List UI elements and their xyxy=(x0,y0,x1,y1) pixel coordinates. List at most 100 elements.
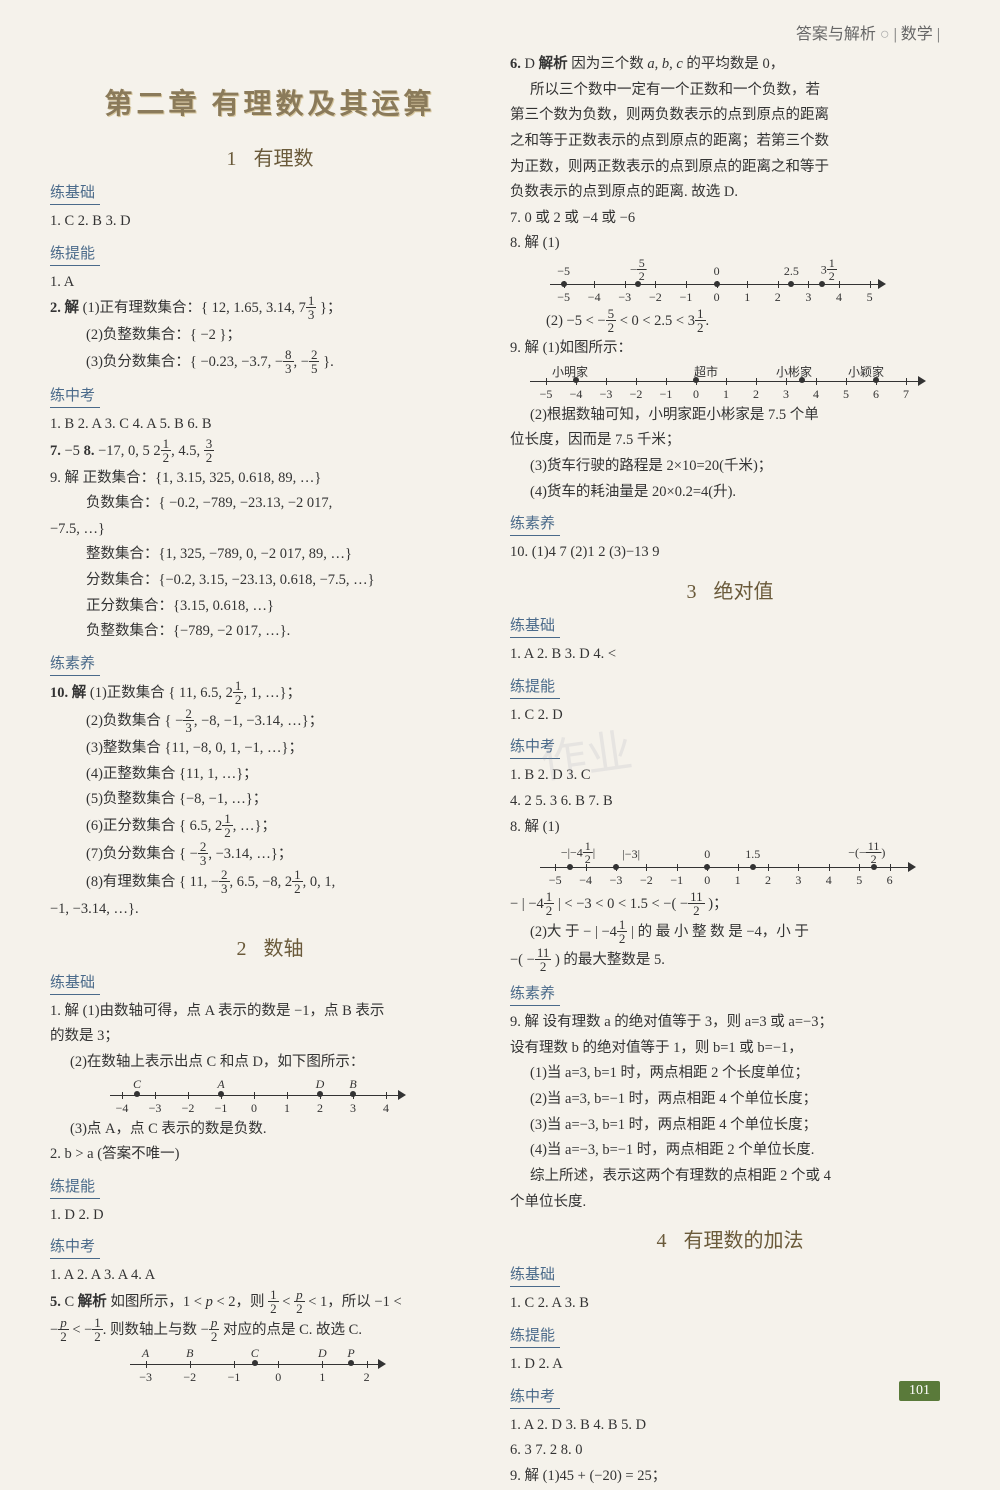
line: 1. A 2. D 3. B 4. B 5. D xyxy=(510,1413,950,1438)
line: 设有理数 b 的绝对值等于 1，则 b=1 或 b=−1， xyxy=(510,1036,950,1061)
section-3-name: 绝对值 xyxy=(714,581,774,603)
line: (2) −5 < −52 < 0 < 2.5 < 312. xyxy=(510,308,950,335)
section-2-title: 2 数轴 xyxy=(50,932,490,961)
line: 整数集合：{1, 325, −789, 0, −2 017, 89, …} xyxy=(50,542,490,567)
line: 1. A xyxy=(50,270,490,295)
set: { 12, 1.65, 3.14, 713 } xyxy=(201,300,327,316)
line: 位长度，因而是 7.5 千米； xyxy=(510,428,950,453)
line: 1. A 2. A 3. A 4. A xyxy=(50,1263,490,1288)
line: (4)正整数集合 {11, 1, …}； xyxy=(50,762,490,787)
line: 2. b > a (答案不唯一) xyxy=(50,1142,490,1167)
line: 负整数集合：{−789, −2 017, …}. xyxy=(50,619,490,644)
underline xyxy=(510,758,560,759)
line: (2)当 a=3, b=−1 时，两点相距 4 个单位长度； xyxy=(510,1087,950,1112)
line: 6. D 解析 因为三个数 a, b, c 的平均数是 0， xyxy=(510,52,950,77)
cat-jichu-3: 练基础 xyxy=(510,614,950,635)
line: (2)根据数轴可知，小明家距小彬家是 7.5 个单 xyxy=(510,403,950,428)
two-column-layout: 第二章 有理数及其运算 1 有理数 练基础 1. C 2. B 3. D 练提能… xyxy=(50,52,950,1490)
section-3-title: 3 绝对值 xyxy=(510,575,950,604)
line: 7. 0 或 2 或 −4 或 −6 xyxy=(510,206,950,231)
header-answers: 答案与解析 xyxy=(796,26,876,43)
underline xyxy=(510,1005,560,1006)
line: 5. C 解析 如图所示，1 < p < 2，则 12 < p2 < 1，所以 … xyxy=(50,1289,490,1316)
line: 1. C 2. A 3. B xyxy=(510,1291,950,1316)
line: 8. 解 (1) xyxy=(510,815,950,840)
underline xyxy=(510,1286,560,1287)
set: { −0.23, −3.7, −83, −25 } xyxy=(190,354,330,370)
line: (4)当 a=−3, b=−1 时，两点相距 2 个单位长度. xyxy=(510,1138,950,1163)
underline xyxy=(50,265,100,266)
underline xyxy=(50,407,100,408)
line: 8. 解 (1) xyxy=(510,231,950,256)
cat-zhongkao-3: 练中考 xyxy=(510,735,950,756)
underline xyxy=(50,1258,100,1259)
section-1-num: 1 xyxy=(227,148,237,170)
line: (1)当 a=3, b=1 时，两点相距 2 个长度单位； xyxy=(510,1061,950,1086)
section-1-name: 有理数 xyxy=(254,148,314,170)
line: 1. 解 (1)由数轴可得，点 A 表示的数是 −1，点 B 表示 xyxy=(50,999,490,1024)
line: 1. D 2. D xyxy=(50,1203,490,1228)
line: 负数集合：{ −0.2, −789, −23.13, −2 017, xyxy=(50,491,490,516)
cat-suyang-2r: 练素养 xyxy=(510,512,950,533)
line: (2)负数集合 { −23, −8, −1, −3.14, …}； xyxy=(50,708,490,735)
line: 为正数，则两正数表示的点到原点的距离之和等于 xyxy=(510,155,950,180)
cat-suyang-1: 练素养 xyxy=(50,652,490,673)
underline xyxy=(50,1198,100,1199)
page-header: 答案与解析 ○ | 数学 | xyxy=(50,20,950,44)
section-4-title: 4 有理数的加法 xyxy=(510,1224,950,1253)
underline xyxy=(50,994,100,995)
cat-tineng-3: 练提能 xyxy=(510,675,950,696)
line: (4)货车的耗油量是 20×0.2=4(升). xyxy=(510,480,950,505)
line: 个单位长度. xyxy=(510,1190,950,1215)
line: 分数集合：{−0.2, 3.15, −23.13, 0.618, −7.5, …… xyxy=(50,568,490,593)
number-line-abcdp: −3A −2B −1C 0 1D 2P xyxy=(130,1350,390,1384)
underline xyxy=(50,675,100,676)
underline xyxy=(510,698,560,699)
line: (7)负分数集合 { −23, −3.14, …}； xyxy=(50,841,490,868)
line: (3)点 A，点 C 表示的数是负数. xyxy=(50,1117,490,1142)
line: −1, −3.14, …}. xyxy=(50,897,490,922)
number-line-abs: −5 −4 −3 −2 −1 0 1 2 3 4 5 6 −|−412| |−3… xyxy=(540,845,920,889)
line: − | −412 | < −3 < 0 < 1.5 < −( −112 )； xyxy=(510,891,950,918)
line: (2)在数轴上表示出点 C 和点 D，如下图所示： xyxy=(50,1050,490,1075)
underline xyxy=(510,1408,560,1409)
line: 9. 解 (1)如图所示： xyxy=(510,336,950,361)
line: 所以三个数中一定有一个正数和一个负数，若 xyxy=(510,78,950,103)
page-number: 101 xyxy=(899,1381,940,1401)
line: (3)负分数集合：{ −0.23, −3.7, −83, −25 }. xyxy=(50,349,490,376)
cat-jichu-1: 练基础 xyxy=(50,181,490,202)
line: 综上所述，表示这两个有理数的点相距 2 个或 4 xyxy=(510,1164,950,1189)
cat-jichu-2: 练基础 xyxy=(50,971,490,992)
line: 1. C 2. D xyxy=(510,703,950,728)
line: 1. D 2. A xyxy=(510,1352,950,1377)
right-column: 6. D 解析 因为三个数 a, b, c 的平均数是 0， 所以三个数中一定有… xyxy=(510,52,950,1490)
line: (3)当 a=−3, b=1 时，两点相距 4 个单位长度； xyxy=(510,1113,950,1138)
section-1-title: 1 有理数 xyxy=(50,142,490,171)
q2-label: 2. 解 xyxy=(50,300,83,316)
section-2-name: 数轴 xyxy=(264,938,304,960)
number-line-q9: 小明家 超市 小彬家 小颖家 −5 −4 −3 −2 −1 0 1 2 3 4 … xyxy=(530,367,930,401)
cat-tineng-4: 练提能 xyxy=(510,1324,950,1345)
header-subject: 数学 xyxy=(901,26,933,43)
chapter-title: 第二章 有理数及其运算 xyxy=(50,82,490,122)
underline xyxy=(510,637,560,638)
line: 1. B 2. A 3. C 4. A 5. B 6. B xyxy=(50,412,490,437)
line: 2. 解 (1)正有理数集合：{ 12, 1.65, 3.14, 713 }； xyxy=(50,295,490,322)
cat-tineng-2: 练提能 xyxy=(50,1175,490,1196)
number-line-cd: −4 −3 −2 −1 0 1 2 3 4 C A D B xyxy=(110,1081,410,1115)
underline xyxy=(50,204,100,205)
section-3-num: 3 xyxy=(687,581,697,603)
jiexi-label: 解析 xyxy=(539,56,568,72)
line: 9. 解 (1)45 + (−20) = 25； xyxy=(510,1464,950,1489)
underline xyxy=(510,1347,560,1348)
cat-zhongkao-2: 练中考 xyxy=(50,1235,490,1256)
line: −( −112 ) 的最大整数是 5. xyxy=(510,947,950,974)
section-4-name: 有理数的加法 xyxy=(684,1230,804,1252)
cat-zhongkao-4: 练中考 xyxy=(510,1385,950,1406)
line: 9. 解 正数集合：{1, 3.15, 325, 0.618, 89, …} xyxy=(50,466,490,491)
header-separator: ○ xyxy=(880,26,894,43)
underline xyxy=(510,535,560,536)
line: 6. 3 7. 2 8. 0 xyxy=(510,1438,950,1463)
section-2-num: 2 xyxy=(237,938,247,960)
line: 的数是 3； xyxy=(50,1024,490,1049)
